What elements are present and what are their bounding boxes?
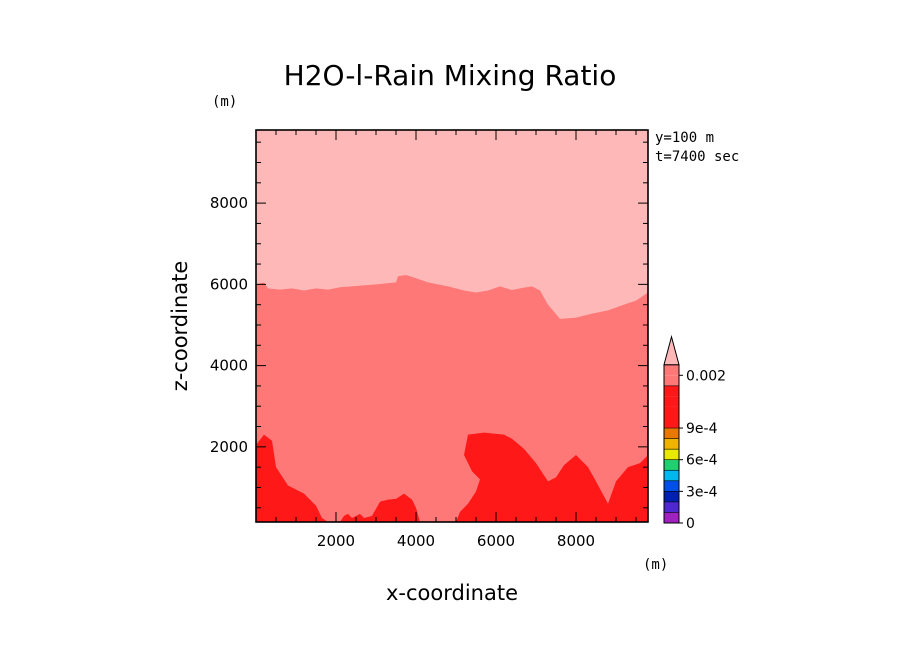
x-axis-ticks: 2000 4000 6000 8000	[275, 130, 637, 550]
colorbar-extend-arrow	[663, 334, 680, 366]
y-axis-ticks: 2000 4000 6000 8000	[210, 141, 648, 509]
colorbar-segment	[664, 470, 679, 481]
x-tick-label: 4000	[397, 532, 435, 550]
colorbar: 0.002 9e-4 6e-4 3e-4 0	[663, 334, 726, 532]
y-tick-label: 4000	[210, 357, 248, 375]
x-axis-label: x-coordinate	[386, 581, 518, 605]
colorbar-label: 0	[686, 516, 695, 532]
colorbar-segment	[664, 449, 679, 460]
y-axis-label: z-coordinate	[168, 261, 192, 392]
info-line-y: y=100 m	[655, 130, 714, 146]
colorbar-label: 0.002	[686, 368, 726, 384]
colorbar-segment	[664, 491, 679, 502]
x-tick-label: 8000	[557, 532, 595, 550]
colorbar-segment	[664, 438, 679, 450]
contour-region-middle	[256, 275, 648, 522]
x-unit-label: (m)	[643, 557, 668, 573]
contour-fill	[256, 130, 648, 522]
colorbar-segment	[664, 512, 679, 523]
colorbar-segment	[664, 501, 679, 513]
colorbar-label: 6e-4	[686, 453, 718, 469]
contour-region-bottom-left	[256, 434, 328, 522]
contour-region-bottom-middle	[340, 493, 420, 522]
colorbar-segment	[664, 396, 679, 407]
colorbar-segment	[664, 364, 679, 376]
colorbar-segment	[664, 375, 679, 386]
info-line-t: t=7400 sec	[655, 149, 739, 165]
colorbar-segment	[664, 406, 679, 418]
plot-frame	[255, 129, 649, 523]
chart-title: H2O-l-Rain Mixing Ratio	[284, 59, 617, 92]
colorbar-label: 3e-4	[686, 484, 718, 500]
colorbar-label: 9e-4	[686, 421, 718, 437]
y-tick-label: 8000	[210, 194, 248, 212]
colorbar-segment	[664, 459, 679, 471]
colorbar-segment	[664, 417, 679, 429]
x-tick-label: 2000	[317, 532, 355, 550]
colorbar-segment	[664, 385, 679, 397]
colorbar-segment	[664, 480, 679, 492]
y-unit-label: (m)	[212, 94, 237, 110]
x-tick-label: 6000	[477, 532, 515, 550]
y-tick-label: 6000	[210, 275, 248, 293]
colorbar-segment	[664, 428, 679, 439]
contour-region-bottom-right	[456, 432, 648, 522]
y-tick-label: 2000	[210, 438, 248, 456]
